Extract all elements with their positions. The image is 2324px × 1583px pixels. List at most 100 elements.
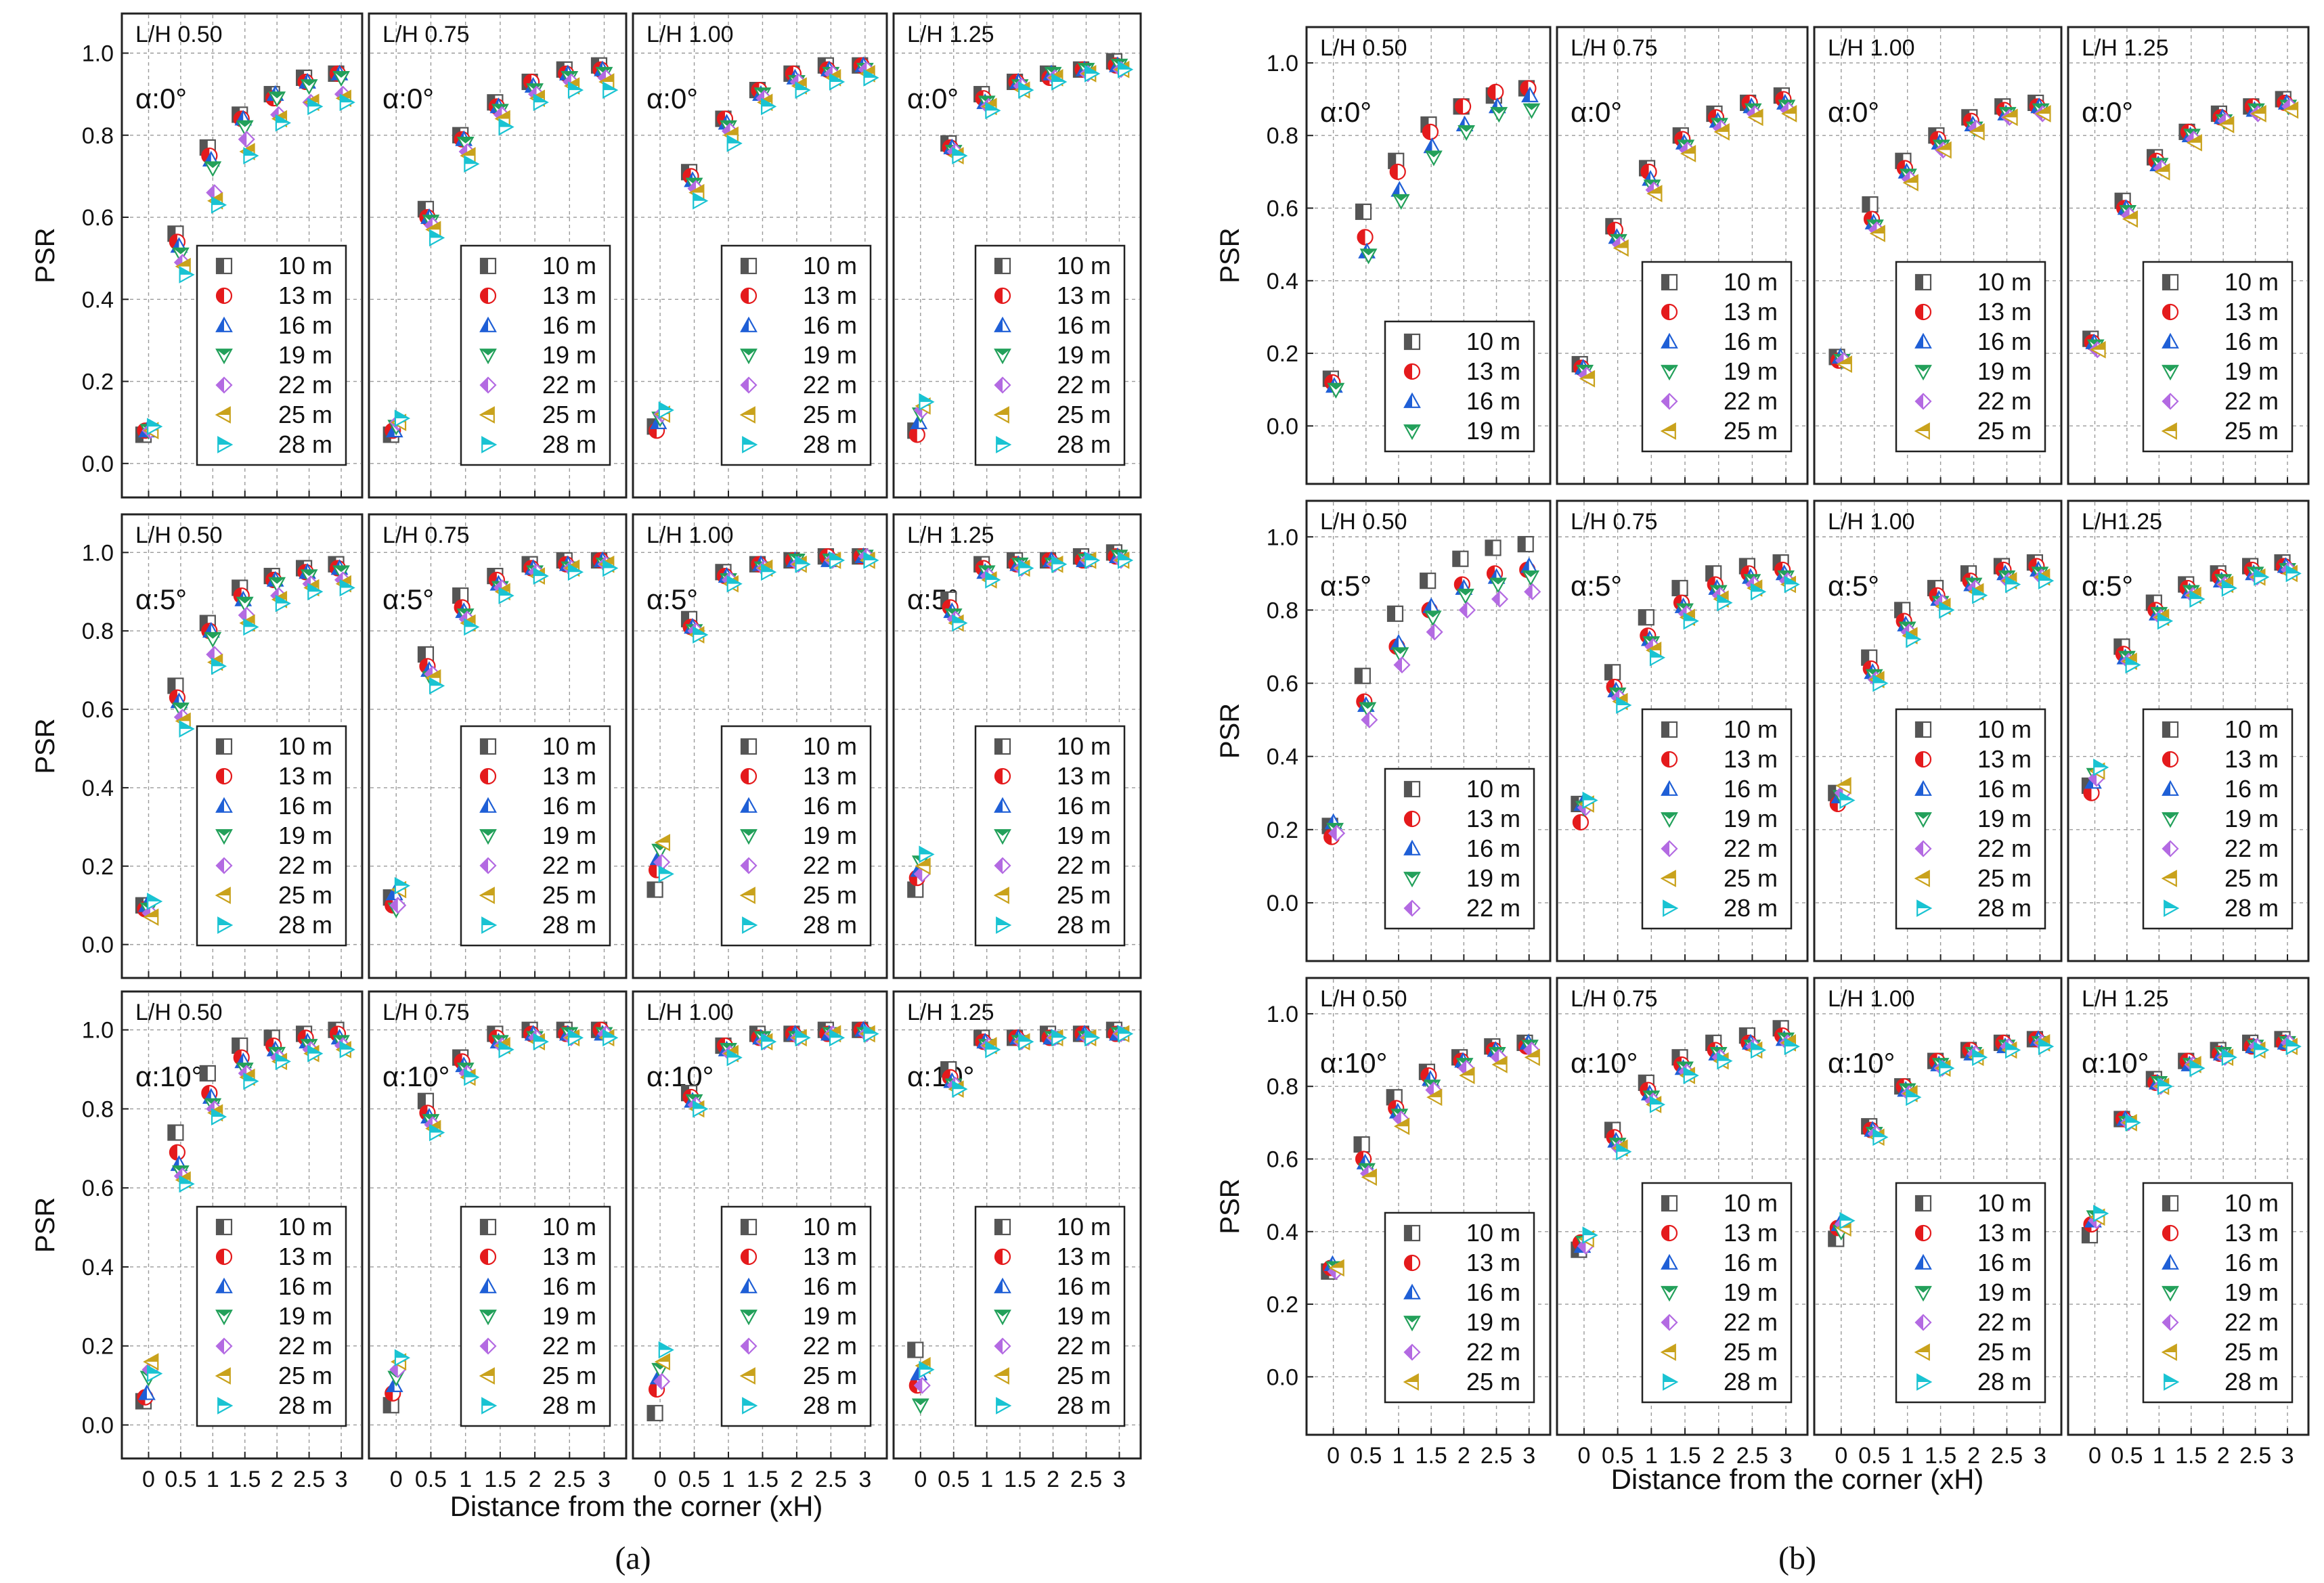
marker-triangle-right-fill <box>727 1050 741 1058</box>
marker-triangle-down-fill <box>423 215 439 222</box>
data-point <box>985 1041 1001 1058</box>
data-point <box>1661 721 1678 738</box>
data-point <box>1018 559 1034 577</box>
subplot: 0.0 0.2 0.4 0.6 0.8 1.0 PSR L/H 0.50 α:0° 10 m13 … <box>1215 26 1552 485</box>
marker-triangle-down-fill <box>946 609 961 616</box>
subplot-title: L/H 1.25 <box>2082 986 2169 1012</box>
marker-circle-fill <box>217 288 224 303</box>
marker-square-fill <box>647 882 655 897</box>
marker-square-fill <box>200 139 208 155</box>
legend-label: 10 m <box>1724 715 1778 743</box>
data-point <box>1403 1254 1421 1272</box>
marker-triangle-right-fill <box>464 1069 479 1077</box>
legend-label: 22 m <box>278 371 332 399</box>
legend-label: 28 m <box>803 1391 857 1419</box>
data-point <box>498 1041 514 1058</box>
data-point <box>1457 125 1475 141</box>
marker-square-fill <box>1485 540 1493 556</box>
legend-label: 16 m <box>803 311 857 339</box>
legend-label: 25 m <box>2224 417 2279 445</box>
legend-label: 13 m <box>1057 282 1111 309</box>
data-point <box>479 406 495 424</box>
legend-label: 16 m <box>1466 387 1520 415</box>
legend-label: 28 m <box>2224 894 2279 922</box>
data-point <box>863 69 879 87</box>
subplot: L/H 1.25α:5°10 m13 m16 m19 m22 m25 m28 m <box>892 513 1142 979</box>
legend-label: 22 m <box>803 371 857 399</box>
data-point <box>243 618 259 636</box>
marker-triangle-up-fill <box>481 318 488 332</box>
legend-label: 10 m <box>542 732 596 760</box>
angle-label: α:0° <box>135 83 187 114</box>
tick-label-x: 0 <box>914 1467 927 1492</box>
marker-triangle-right-fill <box>603 83 617 91</box>
legend-label: 19 m <box>1466 864 1520 892</box>
marker-triangle-down-fill <box>492 1035 508 1042</box>
legend-label: 16 m <box>2224 1249 2279 1276</box>
marker-diamond-fill <box>654 854 662 870</box>
marker-triangle-down-fill <box>1524 104 1539 110</box>
subplot: L/H 1.00 α:5° 10 m13 m16 m19 m22 m25 m28 m <box>1813 499 2063 962</box>
marker-square-fill <box>232 1038 240 1054</box>
marker-square-fill <box>1405 782 1412 797</box>
marker-diamond-fill <box>995 378 1003 393</box>
data-point <box>907 1341 924 1358</box>
subplot-title: L/H 0.50 <box>135 22 223 47</box>
marker-triangle-right-fill <box>864 1026 878 1034</box>
data-point <box>481 436 498 453</box>
tick-label-x: 0.5 <box>2111 1443 2143 1469</box>
marker-triangle-left-fill <box>916 858 930 866</box>
legend-label: 16 m <box>1466 1278 1520 1306</box>
legend-label: 19 m <box>1724 1278 1778 1306</box>
legend-label: 25 m <box>278 1362 332 1389</box>
legend-label: 10 m <box>1057 1213 1111 1241</box>
marker-square-fill <box>200 615 208 631</box>
marker-triangle-right-fill <box>308 1046 322 1054</box>
data-point <box>1403 1224 1421 1242</box>
marker-diamond-fill <box>741 378 749 393</box>
data-point <box>994 287 1011 305</box>
data-point <box>217 436 234 453</box>
tick-label-y: 1.0 <box>1267 51 1298 76</box>
data-point <box>533 93 549 112</box>
data-point <box>740 829 758 845</box>
marker-triangle-down-fill <box>205 632 221 639</box>
data-point <box>215 1277 233 1293</box>
tick-label-y: 0.4 <box>82 1255 114 1280</box>
marker-square-fill <box>1405 334 1412 349</box>
marker-triangle-right-fill <box>482 437 496 445</box>
marker-square-fill <box>1421 117 1429 133</box>
legend-label: 10 m <box>278 1213 332 1241</box>
subplot-title: L/H1.25 <box>2082 509 2162 535</box>
data-point <box>1671 579 1688 597</box>
legend-label: 19 m <box>542 341 596 369</box>
data-point <box>204 161 222 177</box>
tick-label-y: 0.2 <box>82 1334 114 1360</box>
legend-label: 13 m <box>803 282 857 309</box>
marker-triangle-right-fill <box>603 1030 617 1038</box>
marker-triangle-left-fill <box>690 185 704 193</box>
legend-label: 16 m <box>542 311 596 339</box>
marker-circle-fill <box>1520 81 1529 96</box>
marker-triangle-down-fill <box>1045 68 1061 74</box>
data-point <box>740 738 758 755</box>
marker-diamond-fill <box>390 897 398 913</box>
data-point <box>1914 721 1932 738</box>
tick-label-y: 0.2 <box>82 370 114 395</box>
marker-triangle-down-fill <box>596 68 612 74</box>
legend-label: 13 m <box>2224 298 2279 326</box>
marker-triangle-right-fill <box>986 572 1000 580</box>
data-point <box>211 196 227 214</box>
data-point <box>646 1404 663 1422</box>
data-point <box>1403 810 1421 828</box>
data-point <box>1425 150 1443 166</box>
data-point <box>1452 550 1469 567</box>
tick-label-x: 2 <box>2217 1443 2230 1469</box>
legend-label: 16 m <box>1977 775 2032 803</box>
marker-triangle-right-fill <box>986 103 1000 111</box>
data-point <box>389 897 407 914</box>
marker-triangle-down-fill <box>269 1047 285 1054</box>
data-point <box>1355 203 1372 220</box>
marker-circle-fill <box>481 769 488 784</box>
marker-triangle-right-fill <box>952 1082 967 1090</box>
